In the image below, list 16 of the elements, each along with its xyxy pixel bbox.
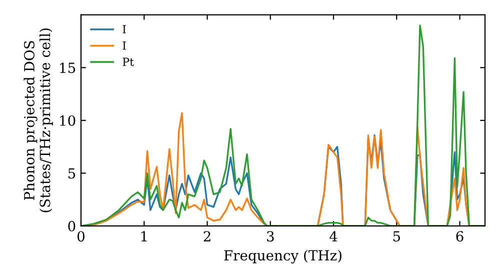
x-tick-label: 4: [330, 231, 338, 242]
x-tick-label: 3: [267, 231, 274, 242]
x-tick-label: 1: [141, 231, 147, 242]
legend-label: Pt: [122, 58, 134, 66]
legend-label: I: [122, 41, 126, 50]
y-tick-label: 5: [68, 168, 76, 179]
x-tick-label: 2: [204, 231, 210, 242]
x-tick-label: 6: [456, 231, 464, 242]
x-tick-label: 5: [393, 231, 400, 242]
x-axis-title: Frequency (THz): [224, 250, 342, 264]
y-axis-title: Phonon projected DOS (States/THz·primitive cell): [24, 28, 53, 212]
legend-label: I: [122, 25, 126, 34]
y-tick-label: 0: [68, 220, 76, 232]
y-tick-label: 10: [60, 115, 76, 126]
y-tick-label: 15: [60, 62, 76, 74]
x-tick-label: 0: [77, 231, 84, 242]
